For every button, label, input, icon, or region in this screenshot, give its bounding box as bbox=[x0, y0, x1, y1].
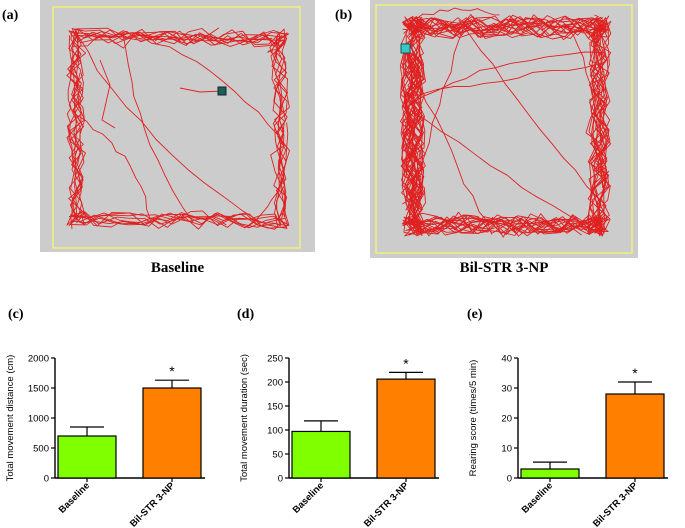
x-tick-label: Bil-STR 3-NP bbox=[362, 480, 412, 528]
y-tick-label: 30 bbox=[501, 384, 512, 395]
bar bbox=[376, 378, 436, 479]
y-tick-label: 0 bbox=[507, 474, 512, 485]
panel-label-a: (a) bbox=[2, 8, 19, 23]
bar bbox=[291, 430, 351, 479]
y-tick-label: 2000 bbox=[28, 354, 49, 365]
x-tick-label: Bil-STR 3-NP bbox=[128, 480, 178, 528]
arena-border bbox=[375, 4, 633, 254]
y-tick-label: 500 bbox=[33, 444, 49, 455]
y-tick-label: 10 bbox=[501, 444, 512, 455]
bar bbox=[57, 435, 117, 479]
movement-path bbox=[399, 7, 612, 238]
open-field-track-bil-str-3np bbox=[370, 0, 638, 258]
y-tick-label: 1500 bbox=[28, 384, 49, 395]
y-tick-label: 100 bbox=[267, 426, 283, 437]
panel-label-d: (d) bbox=[237, 307, 255, 322]
chart-rearing-score: Rearing score (times/5 min) 0 10 20 30 40 Base… bbox=[468, 354, 668, 528]
bar bbox=[142, 387, 202, 479]
open-field-track-baseline bbox=[40, 0, 315, 252]
x-tick-label: Bil-STR 3-NP bbox=[591, 480, 641, 528]
significance-mark: * bbox=[632, 365, 638, 381]
x-tick-label: Baseline bbox=[57, 480, 92, 515]
y-axis-label: Total movement duration (sec) bbox=[239, 354, 250, 482]
significance-mark: * bbox=[169, 363, 175, 379]
movement-path bbox=[66, 27, 290, 230]
chart-total-movement-distance: Total movement distance (cm) 0 500 1000 1500… bbox=[5, 354, 205, 528]
x-tick-label: Baseline bbox=[520, 480, 555, 515]
bar bbox=[605, 393, 665, 479]
y-axis-label: Total movement distance (cm) bbox=[5, 355, 16, 482]
y-tick-label: 20 bbox=[501, 414, 512, 425]
y-tick-label: 250 bbox=[267, 354, 283, 365]
animal-marker bbox=[400, 43, 411, 54]
y-tick-label: 40 bbox=[501, 354, 512, 365]
y-tick-label: 1000 bbox=[28, 414, 49, 425]
x-tick-label: Baseline bbox=[291, 480, 326, 515]
y-tick-label: 200 bbox=[267, 378, 283, 389]
y-tick-label: 0 bbox=[44, 474, 49, 485]
chart-total-movement-duration: Total movement duration (sec) 0 50 100 150 20… bbox=[239, 354, 439, 528]
caption-bil-str-3np: Bil-STR 3-NP bbox=[459, 260, 549, 276]
significance-mark: * bbox=[403, 355, 409, 371]
y-tick-label: 50 bbox=[272, 450, 283, 461]
y-tick-label: 150 bbox=[267, 402, 283, 413]
bar bbox=[520, 468, 580, 479]
y-axis-label: Rearing score (times/5 min) bbox=[468, 360, 479, 477]
panel-label-e: (e) bbox=[467, 307, 483, 322]
y-tick-label: 0 bbox=[278, 474, 283, 485]
panel-label-b: (b) bbox=[335, 8, 353, 23]
caption-baseline: Baseline bbox=[150, 260, 205, 276]
arena-border bbox=[52, 6, 301, 249]
panel-label-c: (c) bbox=[8, 307, 24, 322]
animal-marker bbox=[217, 86, 227, 96]
